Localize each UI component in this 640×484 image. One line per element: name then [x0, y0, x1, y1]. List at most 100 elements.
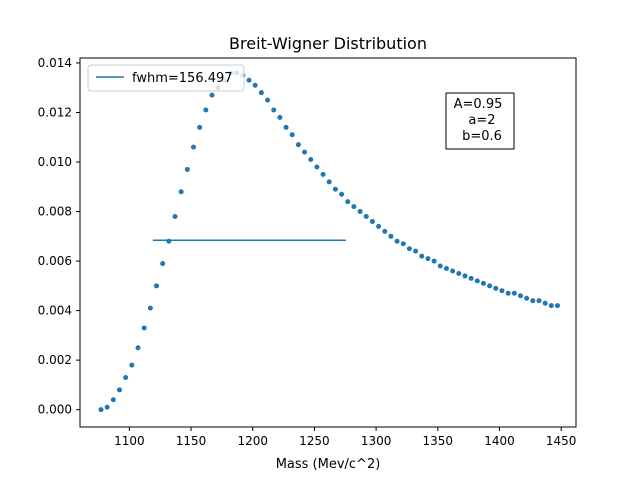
data-point [277, 114, 283, 120]
data-point [376, 223, 382, 229]
data-point [388, 233, 394, 239]
y-tick-label: 0.002 [38, 353, 72, 367]
data-point [302, 149, 308, 155]
data-point [203, 107, 209, 113]
x-axis-ticks: 1100 1150 1200 1250 1300 1350 1400 1450 [114, 427, 576, 448]
data-point [271, 107, 277, 113]
y-tick-label: 0.006 [38, 254, 72, 268]
y-tick-label: 0.008 [38, 205, 72, 219]
y-tick-label: 0.010 [38, 155, 72, 169]
data-point [369, 218, 375, 224]
data-point [468, 275, 474, 281]
data-point [487, 283, 493, 289]
data-point [116, 387, 122, 393]
data-point [265, 97, 271, 103]
annotation-line-a-upper: A=0.95 [454, 97, 503, 112]
axes-frame [79, 57, 577, 428]
x-tick-label: 1450 [546, 434, 577, 448]
y-axis-ticks: 0.000 0.002 0.004 0.006 0.008 0.010 0.012 0.014 [38, 56, 80, 417]
data-point [536, 298, 542, 304]
data-point [351, 204, 357, 210]
data-point [511, 290, 517, 296]
x-tick-label: 1300 [361, 434, 392, 448]
data-point [332, 186, 338, 192]
data-point [499, 288, 505, 294]
data-point [462, 273, 468, 279]
data-point [400, 241, 406, 247]
x-tick-label: 1400 [484, 434, 515, 448]
annotation-line-b: b=0.6 [462, 129, 502, 144]
data-point [517, 293, 523, 299]
data-point [153, 283, 159, 289]
data-point [166, 238, 172, 244]
x-tick-label: 1100 [114, 434, 145, 448]
data-point [425, 256, 431, 262]
chart-title: Breit-Wigner Distribution [229, 34, 427, 53]
data-point [456, 270, 462, 276]
data-point [394, 238, 400, 244]
data-point [505, 290, 511, 296]
annotation-line-a-lower: a=2 [468, 113, 495, 128]
data-point [295, 142, 301, 148]
data-point [480, 280, 486, 286]
data-point [554, 303, 560, 309]
data-point [283, 124, 289, 130]
data-point [104, 404, 110, 410]
data-point [191, 144, 197, 150]
data-point [110, 397, 116, 403]
data-point [345, 199, 351, 205]
legend: fwhm=156.497 [87, 64, 245, 92]
x-tick-label: 1250 [299, 434, 330, 448]
x-axis-label: Mass (Mev/c^2) [276, 457, 381, 472]
data-point [178, 189, 184, 195]
y-tick-label: 0.004 [38, 304, 72, 318]
data-point [314, 164, 320, 170]
data-point [363, 213, 369, 219]
legend-label-fwhm: fwhm=156.497 [132, 71, 233, 86]
data-point [160, 261, 166, 267]
data-point [252, 82, 258, 88]
data-point [542, 300, 548, 306]
x-tick-label: 1150 [176, 434, 207, 448]
x-tick-label: 1350 [423, 434, 454, 448]
x-tick-label: 1200 [237, 434, 268, 448]
data-point [320, 171, 326, 177]
data-point [339, 191, 345, 197]
data-point [493, 285, 499, 291]
data-point [548, 303, 554, 309]
y-tick-label: 0.012 [38, 105, 72, 119]
data-point [431, 258, 437, 264]
data-point [382, 228, 388, 234]
data-point [474, 278, 480, 284]
legend-box [87, 64, 245, 92]
data-point [123, 374, 129, 380]
y-tick-label: 0.000 [38, 403, 72, 417]
y-tick-label: 0.014 [38, 56, 72, 70]
data-point [258, 90, 264, 96]
data-point [450, 268, 456, 274]
data-point [530, 298, 536, 304]
data-point [172, 213, 178, 219]
data-point [289, 132, 295, 138]
data-point [413, 248, 419, 254]
data-point [98, 407, 104, 413]
data-point [419, 253, 425, 259]
data-point [443, 266, 449, 272]
data-point [197, 124, 203, 130]
annotation-box [445, 92, 515, 150]
data-point [406, 246, 412, 252]
data-point [357, 209, 363, 215]
data-point [326, 179, 332, 185]
data-point [184, 166, 190, 172]
data-point [135, 345, 141, 351]
data-point [129, 362, 135, 368]
data-point [246, 77, 252, 83]
data-point [437, 263, 443, 269]
data-point [141, 325, 147, 331]
data-point [524, 295, 530, 301]
data-point [308, 157, 314, 163]
data-point [209, 92, 215, 98]
parameter-annotation: A=0.95 a=2 b=0.6 [445, 92, 515, 150]
